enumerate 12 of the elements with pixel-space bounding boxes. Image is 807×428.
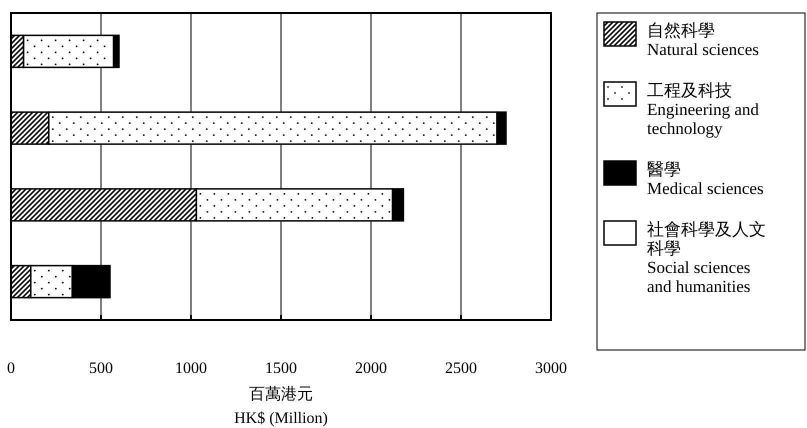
- x-tick-label: 1000: [175, 360, 207, 377]
- x-tick-label: 500: [89, 360, 113, 377]
- x-axis-title: 百萬港元 HK$ (Million): [234, 385, 328, 427]
- x-tick-label: 3000: [535, 360, 567, 377]
- legend-label: 工程及科技 Engineering and technology: [647, 81, 760, 138]
- x-tick-label: 2500: [445, 360, 477, 377]
- legend-label: 醫學 Medical sciences: [647, 160, 764, 198]
- legend-label: 社會科學及人文科學 Social sciences and humanities: [647, 220, 766, 296]
- x-tick-label: 1500: [265, 360, 297, 377]
- x-tick-label: 2000: [355, 360, 387, 377]
- legend-label: 自然科學 Natural sciences: [647, 21, 759, 59]
- x-tick-label: 0: [7, 360, 15, 377]
